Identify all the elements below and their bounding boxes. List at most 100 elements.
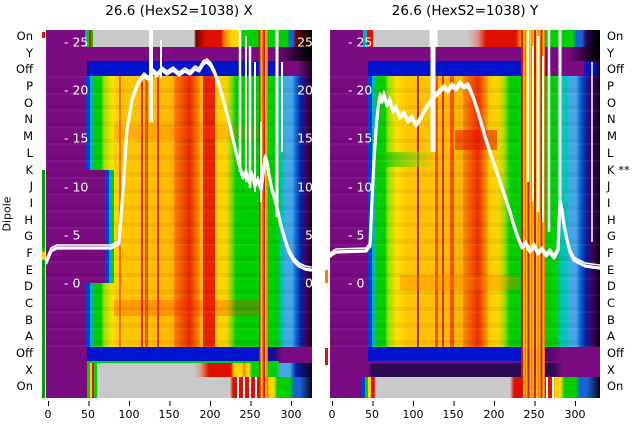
inner-value-label: - 20 bbox=[64, 82, 89, 98]
row-label: B bbox=[25, 312, 33, 327]
right-plot-edge-marks bbox=[325, 30, 328, 398]
row-label: X bbox=[25, 362, 33, 377]
row-label: H bbox=[24, 212, 33, 227]
band-off-bottom bbox=[46, 347, 312, 361]
right-row-axis-labels: On Y Off P O N M L K ** J I H G F E D C B A Off X On bbox=[607, 29, 640, 394]
inner-value-label: - 5 bbox=[64, 227, 81, 243]
inner-value-label: - 10 bbox=[348, 179, 373, 195]
row-label: G bbox=[24, 229, 33, 244]
red-streak bbox=[417, 76, 419, 347]
x-tick-label: 150 bbox=[442, 408, 464, 421]
row-label: I bbox=[607, 195, 611, 210]
row-label: Off bbox=[16, 346, 33, 361]
row-label: D bbox=[607, 279, 616, 294]
row-label: O bbox=[23, 95, 33, 110]
row-label: Y bbox=[607, 45, 615, 60]
x-tick-label: 200 bbox=[199, 408, 221, 421]
left-plot-edge-marks bbox=[42, 30, 45, 398]
row-label: K ** bbox=[607, 162, 630, 177]
purple-extension bbox=[46, 170, 114, 283]
overlay-trace bbox=[330, 80, 600, 266]
row-label: M bbox=[23, 129, 33, 144]
row-label: On bbox=[16, 379, 33, 394]
x-tick-label: 100 bbox=[402, 408, 424, 421]
inner-value-label: - 5 bbox=[348, 227, 365, 243]
overlay-trace bbox=[46, 60, 312, 272]
x-axis-ticks bbox=[332, 401, 578, 406]
row-label: On bbox=[16, 29, 33, 43]
row-label: Off bbox=[16, 62, 33, 77]
row-label: B bbox=[607, 312, 615, 327]
hot-band bbox=[400, 275, 520, 290]
green-separator bbox=[46, 361, 312, 363]
x-tick-label: 0 bbox=[44, 408, 52, 421]
row-label: C bbox=[607, 296, 616, 310]
row-label: D bbox=[24, 279, 33, 294]
row-label: A bbox=[25, 329, 33, 344]
edge-value-label: 20 bbox=[297, 82, 312, 98]
x-axis-ticks bbox=[48, 401, 294, 406]
x-tick-label: 0 bbox=[328, 408, 336, 421]
row-label: I bbox=[29, 195, 33, 210]
row-label: F bbox=[607, 245, 614, 260]
stripe-bundle bbox=[259, 30, 268, 398]
heatmap-panel-y: - 25 - 20 - 15 - 10 - 5 - 0 bbox=[330, 30, 600, 398]
heatmap-panel-x: - 25 - 20 - 15 - 10 - 5 - 0 25 20 15 10 5 0 bbox=[46, 30, 312, 398]
edge-value-label: 10 bbox=[297, 179, 312, 195]
row-label: L bbox=[26, 145, 33, 160]
row-label: C bbox=[24, 296, 33, 310]
inner-value-label: - 20 bbox=[348, 82, 373, 98]
x-tick-label: 150 bbox=[158, 408, 180, 421]
x-tick-label: 250 bbox=[523, 408, 545, 421]
row-label: Off bbox=[607, 346, 624, 361]
row-label: X bbox=[607, 362, 615, 377]
red-streak bbox=[450, 76, 454, 347]
row-label: E bbox=[607, 262, 615, 277]
band-x bbox=[46, 363, 312, 377]
row-label: P bbox=[607, 79, 614, 94]
row-label: N bbox=[24, 112, 33, 127]
row-label: M bbox=[607, 129, 617, 144]
row-label: On bbox=[607, 379, 624, 394]
x-tick-label: 50 bbox=[81, 408, 95, 421]
green-horizontal-band bbox=[374, 152, 432, 167]
red-streak bbox=[463, 76, 488, 347]
white-stripe-gaps bbox=[233, 377, 265, 398]
overlay-trace-svg bbox=[46, 30, 312, 272]
inner-value-label: - 0 bbox=[64, 275, 81, 291]
x-axis-tick-labels: 0 50 100 150 200 250 300 bbox=[44, 408, 312, 422]
overlay-trace bbox=[46, 58, 312, 268]
row-banding bbox=[330, 76, 600, 347]
red-streak bbox=[157, 76, 159, 347]
x-tick-label: 100 bbox=[118, 408, 140, 421]
x-axis-tick-labels: 0 50 100 150 200 250 300 bbox=[328, 408, 596, 422]
row-label: Y bbox=[25, 45, 33, 60]
row-label: J bbox=[607, 179, 611, 194]
row-label: E bbox=[25, 262, 33, 277]
red-streak bbox=[174, 76, 200, 347]
row-label: K bbox=[25, 162, 33, 177]
red-streak bbox=[442, 76, 444, 347]
row-label: On bbox=[607, 29, 624, 43]
x-tick-label: 300 bbox=[280, 408, 302, 421]
row-label: O bbox=[607, 95, 617, 110]
edge-value-label: 0 bbox=[305, 275, 312, 291]
inner-value-label: - 10 bbox=[64, 179, 89, 195]
row-label: Off bbox=[607, 62, 624, 77]
edge-value-label: 15 bbox=[297, 130, 312, 146]
row-label: G bbox=[607, 229, 616, 244]
inner-value-label: - 15 bbox=[348, 130, 373, 146]
hot-band bbox=[114, 300, 259, 316]
red-streak bbox=[435, 76, 438, 347]
x-tick-label: 300 bbox=[564, 408, 586, 421]
edge-value-label: 5 bbox=[305, 227, 312, 243]
inner-value-label: - 25 bbox=[64, 34, 89, 50]
overlay-trace bbox=[330, 82, 600, 270]
panel-y-title: 26.6 (HexS2=1038) Y bbox=[391, 3, 539, 19]
row-label: N bbox=[607, 112, 616, 127]
red-streak bbox=[145, 76, 148, 347]
row-label: P bbox=[26, 79, 33, 94]
row-label: J bbox=[29, 179, 33, 194]
x-tick-label: 250 bbox=[239, 408, 261, 421]
